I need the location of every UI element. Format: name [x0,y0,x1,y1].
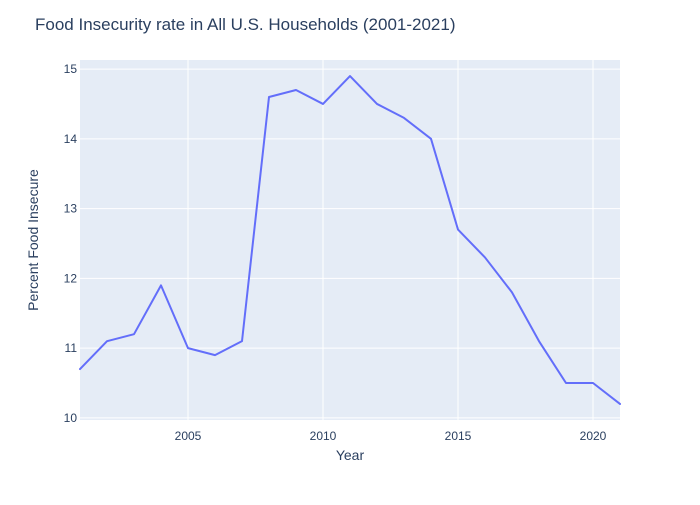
chart-title: Food Insecurity rate in All U.S. Househo… [35,15,456,34]
y-tick-label: 14 [64,132,78,146]
axis-layer: 2005 2010 2015 2020 10 11 12 13 14 15 [64,62,607,443]
x-tick-label: 2020 [580,429,607,443]
y-tick-label: 13 [64,202,78,216]
grid-layer [80,60,620,420]
x-axis-label: Year [336,447,365,463]
y-tick-label: 11 [65,341,78,355]
y-tick-label: 12 [64,271,78,285]
line-series [79,75,621,405]
x-tick-label: 2005 [175,429,202,443]
x-tick-label: 2015 [445,429,472,443]
y-axis-label: Percent Food Insecure [25,169,41,311]
y-tick-label: 10 [64,411,78,425]
x-tick-label: 2010 [310,429,337,443]
y-tick-label: 15 [64,62,78,76]
plot-background [80,60,620,420]
